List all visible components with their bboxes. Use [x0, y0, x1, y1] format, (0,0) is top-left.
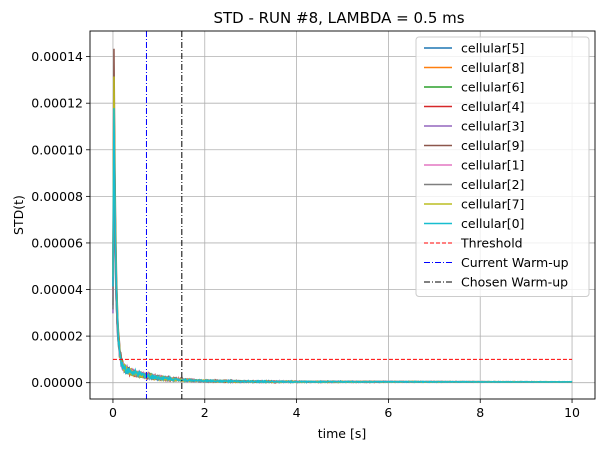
- chart-title: STD - RUN #8, LAMBDA = 0.5 ms: [213, 9, 464, 27]
- y-tick-label: 0.00000: [31, 375, 83, 390]
- legend-label: cellular[2]: [461, 177, 524, 192]
- y-tick-label: 0.00002: [31, 329, 83, 344]
- x-tick-label: 4: [293, 405, 301, 420]
- legend-label: cellular[8]: [461, 60, 524, 75]
- x-tick-label: 6: [384, 405, 392, 420]
- y-tick-label: 0.00008: [31, 189, 83, 204]
- x-axis-label: time [s]: [318, 426, 366, 441]
- reference-lines: [112, 31, 573, 399]
- legend-box: [415, 36, 590, 297]
- plot-frame: [89, 30, 596, 400]
- legend-label: cellular[6]: [461, 80, 524, 95]
- x-tick-label: 10: [564, 405, 580, 420]
- legend-label: cellular[7]: [461, 197, 524, 212]
- y-tick-label: 0.00006: [31, 235, 83, 250]
- y-tick-label: 0.00010: [31, 142, 83, 157]
- legend-label: Threshold: [460, 236, 523, 251]
- legend-label: cellular[9]: [461, 138, 524, 153]
- y-axis-label: STD(t): [11, 195, 26, 235]
- x-tick-label: 0: [109, 405, 117, 420]
- y-tick-label: 0.00012: [31, 96, 83, 111]
- legend-label: Chosen Warm-up: [461, 275, 568, 290]
- legend-label: cellular[5]: [461, 41, 524, 56]
- legend-label: Current Warm-up: [461, 255, 569, 270]
- legend-label: cellular[4]: [461, 99, 524, 114]
- legend-label: cellular[0]: [461, 216, 524, 231]
- legend-label: cellular[3]: [461, 119, 524, 134]
- legend-label: cellular[1]: [461, 158, 524, 173]
- series-lines: [112, 48, 573, 384]
- legend: cellular[5] cellular[8] cellular[6] cellula…: [415, 36, 590, 297]
- x-axis: 0 2 4 6 8 10: [109, 399, 580, 420]
- y-tick-label: 0.00014: [31, 49, 83, 64]
- x-tick-label: 8: [476, 405, 484, 420]
- x-tick-label: 2: [201, 405, 209, 420]
- y-axis: 0.00000 0.00002 0.00004 0.00006 0.00008 0.000…: [31, 49, 90, 390]
- series-line-cellular0: [112, 108, 573, 384]
- y-tick-label: 0.00004: [31, 282, 83, 297]
